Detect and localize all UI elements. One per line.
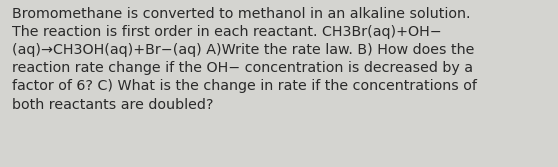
Text: Bromomethane is converted to methanol in an alkaline solution.
The reaction is f: Bromomethane is converted to methanol in…	[12, 7, 477, 112]
